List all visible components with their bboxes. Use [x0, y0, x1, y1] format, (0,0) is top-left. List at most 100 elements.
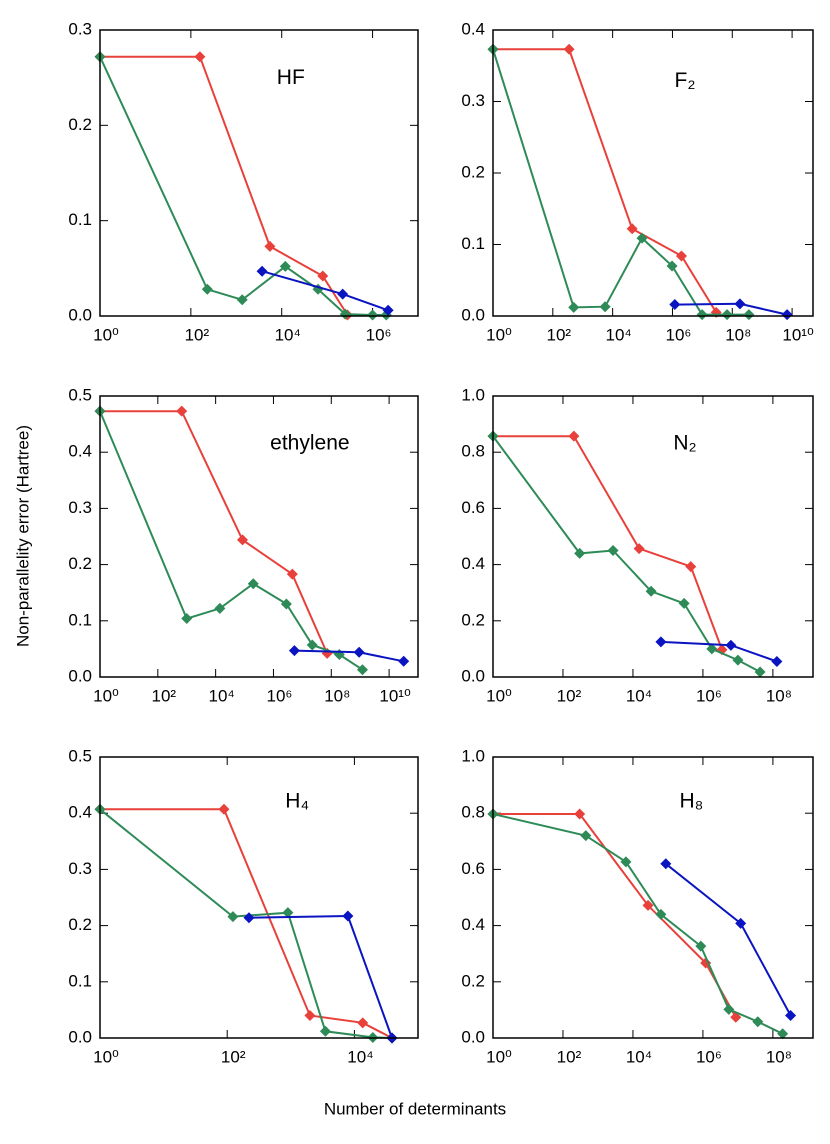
data-point — [620, 856, 632, 868]
data-point — [574, 808, 586, 820]
series-line — [665, 863, 792, 1016]
plot-frame — [99, 756, 419, 1039]
data-point — [695, 940, 707, 952]
y-tick-label: 0.0 — [461, 666, 485, 685]
data-point — [357, 1017, 369, 1029]
series-line — [492, 813, 784, 1035]
series-line — [492, 435, 761, 673]
data-point — [645, 585, 657, 597]
data-point — [279, 260, 291, 272]
x-tick-label: 10² — [557, 686, 582, 705]
data-point — [304, 1010, 316, 1022]
x-tick-label: 10² — [557, 1047, 582, 1066]
x-tick-label: 10⁴ — [626, 1047, 652, 1066]
panel-title: F₂ — [675, 69, 696, 92]
data-point — [333, 649, 345, 661]
x-tick-label: 10⁰ — [486, 686, 512, 705]
data-point — [752, 1016, 764, 1028]
data-point — [678, 597, 690, 609]
y-tick-label: 0.6 — [461, 859, 485, 878]
panel-title: ethylene — [270, 431, 349, 454]
data-point — [725, 639, 737, 651]
data-point — [194, 51, 206, 63]
x-tick-label: 10⁸ — [766, 1047, 792, 1066]
data-point — [563, 43, 575, 55]
data-point — [607, 545, 619, 557]
y-tick-label: 0.4 — [461, 915, 485, 934]
y-tick-label: 0.2 — [68, 915, 92, 934]
y-tick-label: 1.0 — [461, 746, 485, 765]
data-point — [243, 912, 255, 924]
data-point — [734, 298, 746, 310]
y-tick-label: 0.0 — [68, 305, 92, 324]
x-tick-label: 10⁰ — [93, 686, 119, 705]
y-tick-label: 0.8 — [461, 442, 485, 461]
data-point — [398, 655, 410, 667]
series-line — [493, 435, 723, 651]
y-tick-label: 0.5 — [68, 385, 92, 404]
plot-frame — [492, 29, 814, 317]
x-tick-label: 10⁸ — [324, 686, 350, 705]
x-tick-label: 10⁰ — [93, 1047, 119, 1066]
y-tick-label: 0.1 — [68, 210, 92, 229]
data-point — [666, 260, 678, 272]
data-point — [236, 294, 248, 306]
y-tick-label: 0.1 — [461, 234, 485, 253]
y-tick-label: 0.2 — [461, 162, 485, 181]
x-tick-label: 10² — [185, 325, 210, 344]
data-point — [626, 223, 638, 235]
data-point — [282, 907, 294, 919]
series-line — [99, 808, 393, 1039]
panel-title: N₂ — [673, 431, 696, 454]
data-point — [337, 288, 349, 300]
data-point — [574, 547, 586, 559]
data-point — [568, 301, 580, 313]
data-point — [353, 646, 365, 658]
series-line — [99, 410, 364, 671]
x-tick-label: 10⁴ — [275, 325, 301, 344]
data-point — [201, 283, 213, 295]
x-tick-label: 10⁴ — [626, 686, 652, 705]
data-point — [785, 1010, 797, 1022]
data-point — [286, 568, 298, 580]
data-point — [685, 561, 697, 573]
data-point — [777, 1028, 789, 1040]
y-tick-label: 0.6 — [461, 498, 485, 517]
data-point — [669, 299, 681, 311]
data-point — [642, 899, 654, 911]
data-point — [367, 309, 379, 321]
data-point — [754, 666, 766, 678]
x-tick-label: 10⁴ — [347, 1047, 373, 1066]
x-tick-label: 10¹⁰ — [782, 325, 814, 344]
y-tick-label: 0.0 — [461, 1027, 485, 1046]
data-point — [660, 858, 672, 870]
y-tick-label: 0.4 — [68, 442, 92, 461]
data-point — [339, 308, 351, 320]
y-tick-label: 0.0 — [68, 1027, 92, 1046]
x-tick-label: 10¹⁰ — [379, 686, 411, 705]
data-point — [599, 301, 611, 313]
x-tick-label: 10⁸ — [766, 686, 792, 705]
plot-frame — [492, 756, 814, 1039]
data-point — [218, 803, 230, 815]
x-tick-label: 10² — [152, 686, 177, 705]
data-point — [636, 232, 648, 244]
panel-title: HF — [277, 66, 305, 89]
x-tick-label: 10⁸ — [725, 325, 751, 344]
y-tick-label: 0.0 — [68, 666, 92, 685]
data-point — [735, 917, 747, 929]
data-point — [721, 309, 733, 321]
x-tick-label: 10⁶ — [696, 686, 722, 705]
y-tick-label: 0.2 — [68, 115, 92, 134]
data-point — [568, 430, 580, 442]
y-tick-label: 0.5 — [68, 746, 92, 765]
x-tick-label: 10⁶ — [266, 686, 292, 705]
y-tick-label: 0.1 — [68, 971, 92, 990]
data-point — [288, 645, 300, 657]
data-point — [655, 636, 667, 648]
x-tick-label: 10² — [547, 325, 572, 344]
x-tick-label: 10⁰ — [93, 325, 119, 344]
y-tick-label: 0.8 — [461, 803, 485, 822]
x-tick-label: 10⁴ — [209, 686, 235, 705]
